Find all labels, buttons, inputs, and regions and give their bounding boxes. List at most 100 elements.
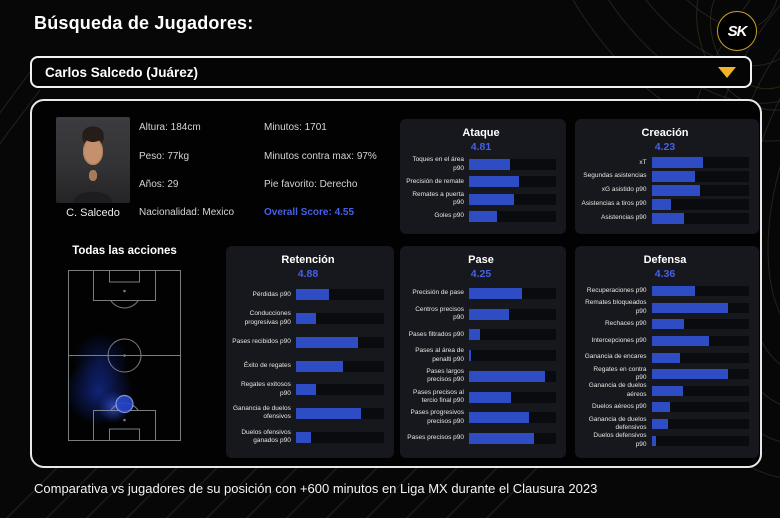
stat-label: Ganancia de encares	[584, 353, 647, 361]
stat-row: Intercepciones p90	[581, 333, 749, 350]
stat-bar-track	[651, 419, 749, 430]
stat-bar-track	[651, 385, 749, 396]
stat-label: Ganancia de duelos defensivos	[588, 415, 647, 432]
stat-label: Segundas asistencias	[583, 172, 647, 180]
overall-score: Overall Score: 4.55	[264, 207, 355, 218]
panel-title: Pase	[468, 254, 494, 266]
stat-bar	[651, 402, 671, 413]
stat-bar-track	[651, 319, 749, 330]
stat-label: Ganancia de duelos aéreos	[588, 382, 647, 398]
stat-label: Asistencias p90	[601, 213, 647, 221]
stat-row: Ganancia de encares	[581, 349, 749, 366]
stat-bar	[295, 360, 344, 372]
stat-row: Pases al área de penalti p90	[406, 345, 556, 366]
stat-bar-track	[651, 435, 749, 446]
panel-rows: Toques en el área p90 Precisión de remate…	[406, 156, 556, 225]
stat-row: Regates en contra p90	[581, 366, 749, 383]
stat-row: Ganancia de duelos defensivos	[581, 416, 749, 433]
stat-label: Ganancia de duelos ofensivos	[233, 405, 291, 421]
stat-row: Ganancia de duelos aéreos	[581, 382, 749, 400]
stat-row: Pases progresivos precisos p90	[406, 408, 556, 429]
player-name: C. Salcedo	[66, 207, 120, 219]
stat-label: Recuperaciones p90	[586, 287, 647, 295]
stat-label: Regates exitosos p90	[240, 381, 291, 397]
stat-bar-track	[295, 407, 384, 419]
stat-row: xG asistido p90	[581, 184, 749, 198]
stat-label: Pases progresivos precisos p90	[410, 409, 464, 425]
stat-row: Ganancia de duelos ofensivos	[232, 402, 384, 426]
stat-row: xT	[581, 156, 749, 170]
pitch-lines	[68, 270, 181, 441]
stat-row: Pases filtrados p90	[406, 325, 556, 346]
stat-bar	[651, 286, 696, 297]
stat-bar	[295, 336, 359, 348]
info-nacionalidad: Nacionalidad: Mexico	[139, 207, 235, 218]
stat-row: Precisión de remate	[406, 173, 556, 190]
stat-bar	[469, 210, 497, 222]
comparison-note: Comparativa vs jugadores de su posición …	[34, 481, 598, 496]
stat-bar-track	[651, 336, 749, 347]
info-anos: Años: 29	[139, 179, 179, 190]
stat-row: Duelos ofensivos ganados p90	[232, 425, 384, 449]
stat-bar-track	[469, 391, 556, 403]
stat-label: Conducciones progresivas p90	[244, 310, 291, 326]
stat-label: Duelos aéreos p90	[591, 403, 647, 411]
stat-bar	[469, 412, 530, 424]
panel-score: 4.25	[470, 268, 492, 280]
stat-bar	[651, 302, 728, 313]
stat-bar-track	[295, 360, 384, 372]
stat-bar	[295, 431, 311, 443]
stat-bar	[651, 336, 710, 347]
stat-label: Pérdidas p90	[252, 290, 291, 298]
stat-label: Pases precisos al tercio final p90	[413, 388, 464, 405]
stat-label: Pases filtrados p90	[408, 330, 464, 338]
stat-row: Regates exitosos p90	[232, 378, 384, 402]
stat-row: Asistencias p90	[581, 211, 749, 225]
stat-bar	[651, 184, 701, 196]
stat-row: Duelos aéreos p90	[581, 399, 749, 416]
stat-label: Remates a puerta p90	[412, 190, 464, 207]
info-minutos: Minutos: 1701	[264, 122, 327, 133]
stat-row: Precisión de pase	[406, 283, 556, 304]
stat-row: Rechaces p90	[581, 316, 749, 333]
stat-bar-track	[651, 157, 749, 169]
stat-bar-track	[295, 313, 384, 325]
stat-label: Intercepciones p90	[591, 336, 647, 344]
stat-bar	[469, 287, 523, 299]
stat-row: Toques en el área p90	[406, 156, 556, 173]
stat-label: Éxito de regates	[243, 361, 291, 369]
stat-bar	[295, 407, 362, 419]
panel-title: Ataque	[462, 127, 500, 139]
panel-score: 4.88	[297, 268, 319, 280]
player-select-value: Carlos Salcedo (Juárez)	[45, 64, 199, 80]
stat-bar	[469, 350, 471, 362]
brand-logo-text: SK	[727, 22, 748, 40]
stat-bar	[651, 157, 704, 169]
panel-defensa: Defensa 4.36 Recuperaciones p90 Remates b…	[575, 246, 759, 458]
stat-bar-track	[469, 370, 556, 382]
pitch-title: Todas las acciones	[72, 245, 177, 257]
panel-rows: Precisión de pase Centros precisos p90 Pas…	[406, 283, 556, 449]
stat-bar-track	[295, 289, 384, 301]
stat-bar-track	[651, 352, 749, 363]
stat-bar	[295, 384, 317, 396]
stat-row: Centros precisos p90	[406, 304, 556, 325]
stat-bar-track	[295, 384, 384, 396]
stat-row: Recuperaciones p90	[581, 283, 749, 300]
stat-bar	[651, 319, 684, 330]
panel-score: 4.36	[654, 268, 676, 280]
player-photo	[56, 117, 130, 203]
stat-row: Remates a puerta p90	[406, 191, 556, 208]
panel-rows: Pérdidas p90 Conducciones progresivas p90…	[232, 283, 384, 449]
info-pie-favorito: Pie favorito: Derecho	[264, 179, 358, 190]
info-peso: Peso: 77kg	[139, 151, 190, 162]
stat-bar	[469, 329, 481, 341]
player-select-dropdown[interactable]: Carlos Salcedo (Juárez)	[30, 56, 752, 88]
stat-bar	[469, 391, 511, 403]
stat-row: Segundas asistencias	[581, 170, 749, 184]
stat-bar	[469, 370, 545, 382]
stat-row: Pérdidas p90	[232, 283, 384, 307]
dashboard-card: C. Salcedo Altura: 184cm Peso: 77kg Años…	[30, 99, 762, 468]
panel-rows: xT Segundas asistencias xG asistido p90 Asi…	[581, 156, 749, 225]
stat-bar	[651, 212, 684, 224]
